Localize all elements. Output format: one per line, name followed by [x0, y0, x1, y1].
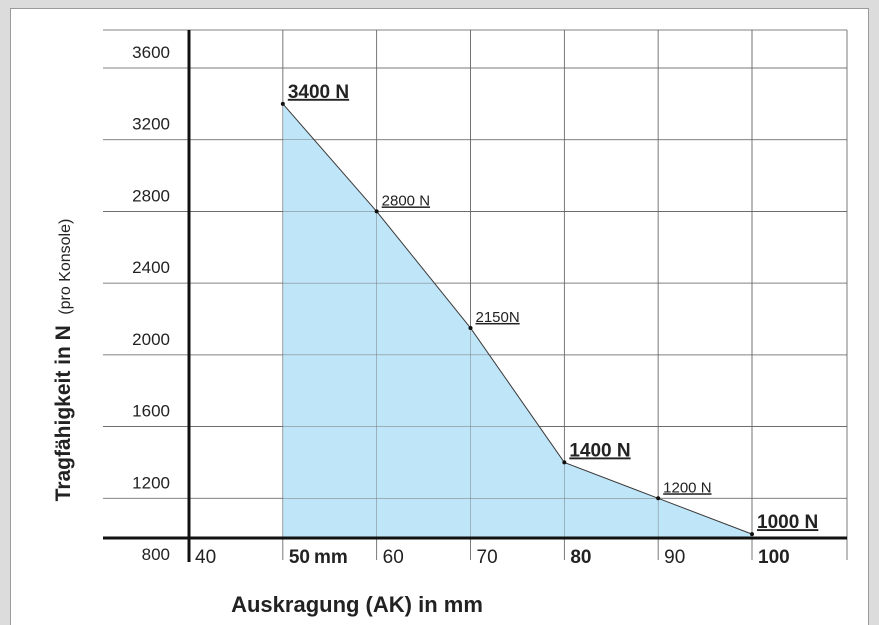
data-point-60 — [374, 209, 379, 214]
x-tick-label-60: 60 — [383, 547, 404, 568]
area-layer — [188, 30, 847, 538]
y-axis-title-main: Tragfähigkeit in N — [52, 325, 75, 501]
data-point-50 — [280, 101, 285, 106]
y-axis-title-note: (pro Konsole) — [57, 219, 74, 315]
x-tick-label-90: 90 — [664, 547, 685, 568]
y-tick-label-800: 800 — [142, 545, 170, 564]
y-tick-label-2000: 2000 — [132, 330, 170, 349]
data-label-50: 3400 N — [288, 82, 349, 103]
x-tick-label-40: 40 — [195, 547, 216, 568]
data-label-60: 2800 N — [382, 192, 430, 209]
y-tick-label-2800: 2800 — [132, 186, 170, 205]
x-tick-unit: mm — [314, 547, 348, 568]
axes — [103, 30, 847, 562]
x-tick-label-70: 70 — [477, 547, 498, 568]
labels: 3600 3200 2800 2400 2000 1600 1200 800 40 50 mm 60 7… — [132, 43, 818, 568]
x-tick-label-100: 100 — [758, 547, 790, 568]
data-point-80 — [562, 460, 567, 465]
data-label-90: 1200 N — [663, 479, 711, 496]
data-label-80: 1400 N — [569, 440, 630, 461]
capacity-area — [282, 103, 752, 538]
data-point-100 — [750, 532, 754, 537]
y-tick-label-1200: 1200 — [132, 473, 170, 492]
x-tick-label-80: 80 — [570, 547, 591, 568]
y-tick-label-3200: 3200 — [132, 115, 170, 134]
y-axis-title: Tragfähigkeit in N (pro Konsole) — [52, 219, 75, 502]
capacity-line — [282, 103, 753, 535]
x-tick-label-50: 50 mm — [289, 547, 348, 568]
y-tick-label-3600: 3600 — [132, 43, 170, 62]
data-point-70 — [468, 325, 473, 330]
x-axis-title: Auskragung (AK) in mm — [231, 592, 483, 617]
data-point-90 — [656, 496, 661, 501]
data-label-100: 1000 N — [757, 512, 818, 533]
y-tick-label-2400: 2400 — [132, 258, 170, 277]
data-label-70: 2150N — [476, 309, 520, 326]
y-tick-label-1600: 1600 — [132, 402, 170, 421]
